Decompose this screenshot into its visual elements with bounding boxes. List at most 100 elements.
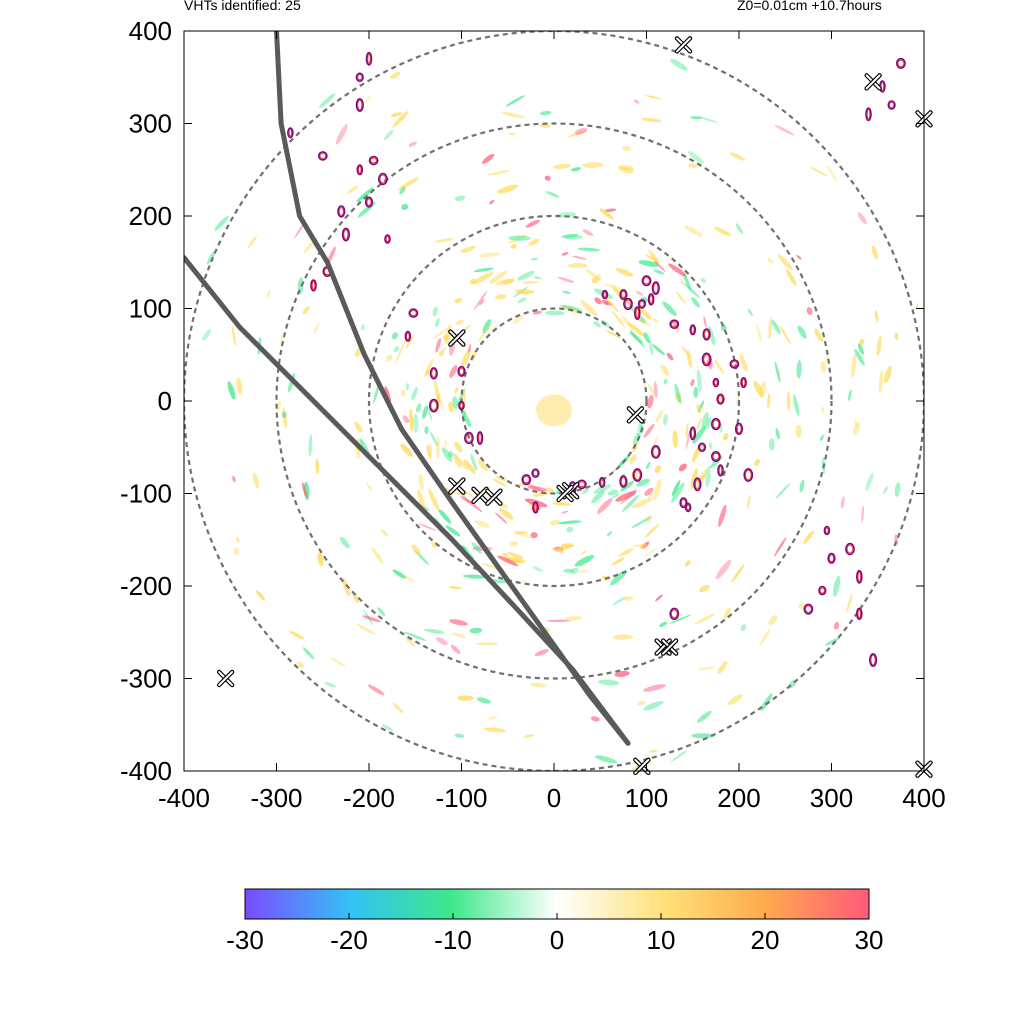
y-tick-label: 0 xyxy=(158,386,172,416)
field-streak xyxy=(361,323,365,331)
field-streak xyxy=(477,324,490,343)
field-streak xyxy=(296,662,305,668)
field-streak xyxy=(473,267,494,273)
field-streak xyxy=(652,344,666,356)
field-streak xyxy=(464,497,483,513)
field-streak xyxy=(853,422,861,435)
field-streak xyxy=(401,389,406,397)
field-streak xyxy=(747,308,753,317)
field-streak xyxy=(659,621,668,628)
field-streak xyxy=(706,417,712,429)
field-streak xyxy=(494,294,507,300)
vht-marker xyxy=(556,484,574,503)
vht-marker xyxy=(485,488,503,506)
field-streak xyxy=(533,276,542,280)
vht-contour xyxy=(356,164,364,176)
vht-contour-inner xyxy=(603,291,607,298)
vht-contour xyxy=(711,450,721,462)
field-streak xyxy=(760,693,773,712)
vht-contour-inner xyxy=(410,310,417,317)
vht-contour-inner xyxy=(478,432,482,444)
field-streak xyxy=(513,530,533,539)
field-streak xyxy=(857,212,867,225)
field-streak xyxy=(685,430,691,450)
field-streak xyxy=(424,426,429,435)
field-streak xyxy=(627,322,646,337)
field-streak xyxy=(319,93,336,108)
x-tick-label: -200 xyxy=(343,783,395,813)
field-streak xyxy=(354,421,363,433)
field-streak xyxy=(581,488,589,495)
vht-marker xyxy=(471,486,489,505)
field-streak xyxy=(452,632,466,639)
field-streak xyxy=(696,710,712,723)
vht-contour-inner xyxy=(857,571,862,582)
field-streak xyxy=(553,163,572,169)
field-streak xyxy=(448,401,454,413)
vht-contour xyxy=(647,293,655,306)
field-streak xyxy=(545,487,555,493)
vht-contour-inner xyxy=(600,478,604,487)
marker-stroke xyxy=(557,486,573,501)
field-streak xyxy=(861,505,865,524)
marker-stroke xyxy=(449,478,465,494)
field-streak xyxy=(453,454,469,471)
field-streak xyxy=(476,642,499,646)
field-streak xyxy=(775,483,791,499)
vht-contour xyxy=(641,275,652,287)
field-streak xyxy=(454,386,459,394)
field-streak xyxy=(562,290,571,294)
field-streak xyxy=(481,563,501,570)
marker-stroke xyxy=(627,407,643,423)
field-streak xyxy=(523,734,534,738)
field-streak xyxy=(282,411,287,419)
field-streak xyxy=(473,290,488,310)
field-streak xyxy=(621,145,632,152)
vht-contour xyxy=(429,367,438,380)
vht-contour xyxy=(637,299,647,309)
vht-contour-inner xyxy=(367,53,371,64)
vht-contour-inner xyxy=(358,166,362,174)
vht-contour xyxy=(310,279,317,292)
field-streak xyxy=(499,508,514,520)
field-streak xyxy=(469,278,477,285)
field-streak xyxy=(854,348,865,366)
field-streak xyxy=(315,458,320,474)
vht-contour-inner xyxy=(736,424,742,434)
field-streak xyxy=(637,700,646,706)
field-streak xyxy=(231,475,237,483)
vht-contour xyxy=(341,227,351,242)
field-streak xyxy=(427,406,433,421)
field-streak xyxy=(798,603,805,609)
field-streak xyxy=(364,94,372,105)
vht-contour xyxy=(855,569,863,584)
field-streak xyxy=(469,627,483,634)
vht-contour-inner xyxy=(522,475,530,484)
field-streak xyxy=(331,657,346,667)
vht-contour-inner xyxy=(714,379,718,386)
field-streak xyxy=(313,322,321,335)
field-streak xyxy=(373,382,380,404)
field-streak xyxy=(696,369,702,393)
vht-contour-inner xyxy=(639,300,645,307)
field-streak xyxy=(884,365,892,384)
field-streak xyxy=(482,319,492,334)
y-tick-label: -200 xyxy=(120,571,172,601)
field-streak xyxy=(393,346,400,353)
vht-contour xyxy=(818,585,827,596)
field-streak xyxy=(567,263,588,268)
field-streak xyxy=(599,208,615,220)
field-streak xyxy=(643,701,664,711)
y-tick-label: 300 xyxy=(129,109,172,139)
field-streak xyxy=(528,238,540,246)
vht-contour xyxy=(669,319,680,330)
field-streak xyxy=(439,398,445,411)
vht-contour xyxy=(827,552,836,564)
vht-contour xyxy=(711,417,721,431)
vht-contour xyxy=(729,359,740,369)
field-streak xyxy=(648,749,659,753)
vht-contour xyxy=(457,365,466,377)
field-streak xyxy=(669,614,692,624)
field-streak xyxy=(214,215,229,231)
vht-contour-inner xyxy=(458,367,465,376)
